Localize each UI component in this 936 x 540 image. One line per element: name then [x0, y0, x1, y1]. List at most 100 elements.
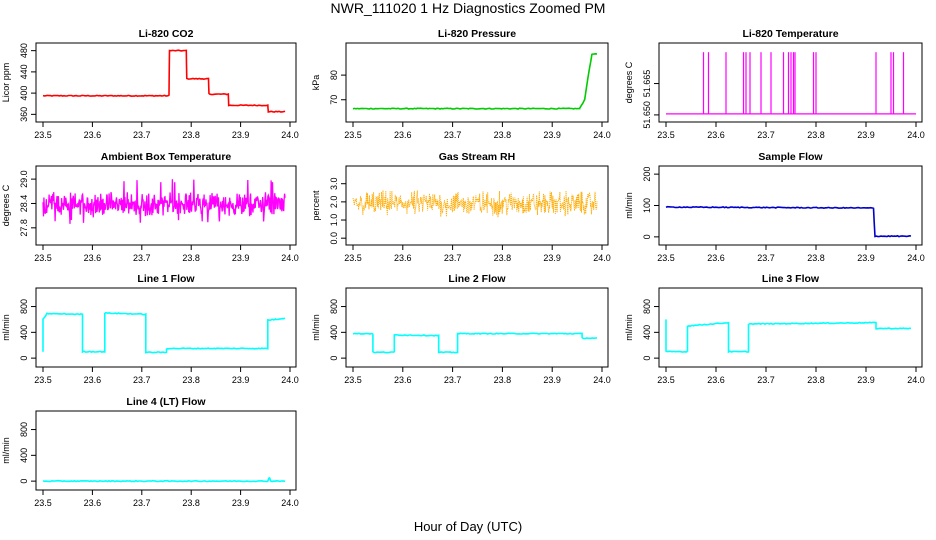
panel-5: Sample Flow ml/min 23.5 23.6 23.7 23.8 23.9 24.…	[624, 151, 925, 263]
y-tick-label: 51.665	[642, 70, 652, 98]
panel-8: Line 3 Flow ml/min 23.5 23.6 23.7 23.8 23.9 24.…	[624, 273, 925, 385]
x-tick-label: 23.6	[394, 130, 412, 140]
panel-title: Li-820 Pressure	[438, 28, 516, 40]
y-tick-label: 400	[19, 86, 29, 101]
x-tick-label: 23.7	[133, 130, 151, 140]
y-tick-label: 70	[329, 95, 339, 105]
x-tick-label: 24.0	[593, 375, 611, 385]
x-tick-label: 23.9	[543, 375, 561, 385]
panel-title: Line 4 (LT) Flow	[126, 396, 206, 408]
x-tick-label: 23.6	[707, 130, 725, 140]
y-axis-label: degrees C	[624, 61, 634, 103]
y-axis-label: ml/min	[311, 314, 321, 341]
series-line	[665, 205, 912, 238]
y-tick-label: 400	[19, 448, 29, 463]
y-tick-label: 440	[19, 64, 29, 79]
y-tick-label: 200	[642, 167, 652, 182]
y-tick-label: 0	[329, 356, 339, 361]
x-tick-label: 23.5	[34, 130, 52, 140]
plot-frame	[658, 42, 923, 123]
x-tick-label: 23.5	[344, 375, 362, 385]
x-tick-label: 24.0	[593, 130, 611, 140]
x-tick-label: 23.5	[657, 130, 675, 140]
x-tick-label: 23.6	[84, 130, 102, 140]
y-tick-label: 80	[329, 70, 339, 80]
x-tick-label: 23.7	[133, 253, 151, 263]
y-tick-label: 400	[19, 325, 29, 340]
x-tick-label: 23.9	[543, 253, 561, 263]
panel-grid: Li-820 CO2 Licor ppm 23.5 23.6 23.7 23.8 23.9 2…	[1, 28, 925, 508]
x-tick-label: 23.6	[84, 375, 102, 385]
x-tick-label: 23.8	[182, 375, 200, 385]
x-tick-label: 24.0	[281, 498, 299, 508]
x-tick-label: 23.7	[757, 130, 775, 140]
y-tick-label: 800	[329, 299, 339, 314]
x-tick-label: 23.9	[857, 130, 875, 140]
panel-title: Li-820 Temperature	[742, 28, 838, 40]
plot-frame	[35, 42, 297, 123]
x-tick-label: 23.9	[232, 498, 250, 508]
y-tick-label: 400	[329, 325, 339, 340]
panel-4: Gas Stream RH percent 23.5 23.6 23.7 23.8 23.9…	[311, 151, 611, 263]
plot-frame	[35, 410, 297, 491]
x-tick-label: 23.7	[757, 253, 775, 263]
x-tick-label: 23.5	[344, 130, 362, 140]
x-tick-label: 24.0	[281, 375, 299, 385]
x-tick-label: 23.7	[444, 253, 462, 263]
y-tick-label: 800	[19, 422, 29, 437]
x-tick-label: 23.7	[444, 130, 462, 140]
x-tick-label: 23.6	[394, 253, 412, 263]
x-tick-label: 23.6	[84, 498, 102, 508]
panel-3: Ambient Box Temperature degrees C 23.5 23.6…	[1, 151, 299, 263]
x-tick-label: 24.0	[907, 375, 925, 385]
y-axis-label: ml/min	[624, 192, 634, 219]
y-tick-label: 360	[19, 107, 29, 122]
plot-frame	[345, 42, 609, 123]
y-tick-label: 0	[19, 479, 29, 484]
x-tick-label: 23.9	[543, 130, 561, 140]
series-line	[352, 52, 598, 110]
y-tick-label: 0	[642, 234, 652, 239]
series-line	[42, 476, 286, 483]
y-tick-label: 29.0	[19, 170, 29, 188]
panel-title: Line 2 Flow	[448, 273, 506, 285]
figure-title: NWR_111020 1 Hz Diagnostics Zoomed PM	[331, 0, 606, 16]
y-tick-label: 0	[642, 356, 652, 361]
y-tick-label: 100	[642, 198, 652, 213]
panel-9: Line 4 (LT) Flow ml/min 23.5 23.6 23.7 23.8 23…	[1, 396, 299, 508]
x-tick-label: 24.0	[907, 253, 925, 263]
x-tick-label: 23.8	[182, 130, 200, 140]
x-tick-label: 23.5	[657, 375, 675, 385]
x-tick-label: 23.6	[84, 253, 102, 263]
x-tick-label: 23.6	[707, 375, 725, 385]
series-line	[665, 319, 912, 354]
y-tick-label: 0	[19, 356, 29, 361]
x-tick-label: 23.9	[857, 253, 875, 263]
series-line	[42, 49, 286, 113]
y-tick-label: 27.8	[19, 219, 29, 237]
plot-frame	[35, 165, 297, 246]
x-tick-label: 23.6	[707, 253, 725, 263]
y-axis-label: Licor ppm	[1, 63, 11, 103]
x-tick-label: 24.0	[281, 130, 299, 140]
panel-title: Line 3 Flow	[762, 273, 820, 285]
x-tick-label: 23.8	[494, 130, 512, 140]
plot-frame	[658, 287, 923, 368]
plot-frame	[345, 165, 609, 246]
plot-frame	[658, 165, 923, 246]
y-axis-label: kPa	[311, 75, 321, 91]
panel-7: Line 2 Flow ml/min 23.5 23.6 23.7 23.8 23.9 24.…	[311, 273, 611, 385]
x-tick-label: 23.5	[34, 253, 52, 263]
y-axis-label: percent	[311, 190, 321, 221]
x-tick-label: 24.0	[281, 253, 299, 263]
figure-xlabel: Hour of Day (UTC)	[414, 519, 522, 534]
x-tick-label: 24.0	[593, 253, 611, 263]
y-tick-label: 480	[19, 43, 29, 58]
y-tick-label: 3.0	[329, 177, 339, 190]
x-tick-label: 23.7	[133, 375, 151, 385]
x-tick-label: 23.5	[344, 253, 362, 263]
plot-frame	[345, 287, 609, 368]
x-tick-label: 23.8	[494, 375, 512, 385]
panel-title: Li-820 CO2	[139, 28, 194, 40]
